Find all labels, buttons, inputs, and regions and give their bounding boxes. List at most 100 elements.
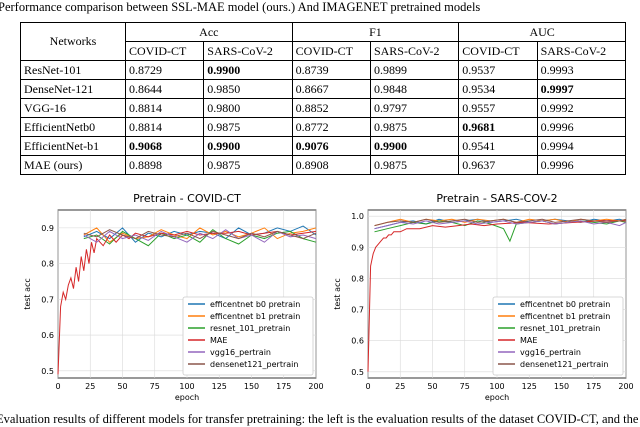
networks-header: Networks — [20, 22, 126, 61]
covid-ct-chart: Pretrain - COVID-CT 0 25 50 75 100 125 150 175 20… — [23, 192, 324, 402]
legend-label: resnet_101_pretrain — [520, 324, 600, 333]
dataset-header: COVID-CT — [124, 41, 205, 61]
table-cell: 0.9800 — [203, 98, 293, 118]
table-cell: 0.9875 — [369, 117, 460, 137]
table-cell: 0.9850 — [203, 79, 293, 99]
table-cell: 0.9994 — [536, 136, 627, 156]
y-tick-label: 0.8 — [351, 274, 364, 283]
legend-label: efficentnet b1 pretrain — [520, 312, 610, 321]
y-tick-label: 0.6 — [351, 337, 364, 346]
y-tick-label: 0.8 — [41, 260, 54, 269]
series-line — [83, 229, 317, 247]
network-name: MAE (ours) — [20, 155, 126, 175]
y-tick-label: 0.5 — [351, 368, 364, 377]
series-line — [83, 227, 317, 243]
y-tick-label: 0.5 — [41, 367, 54, 376]
series-line — [83, 225, 317, 243]
table-cell: 0.8667 — [291, 79, 371, 99]
sars-cov-2-chart: Pretrain - SARS-COV-2 0 25 50 75 100 125 150 175… — [333, 192, 634, 402]
y-tick-label: 0.7 — [41, 295, 54, 304]
y-tick-label: 0.9 — [41, 224, 54, 233]
x-tick-label: 50 — [117, 382, 127, 391]
x-tick-label: 50 — [427, 382, 437, 391]
group-header-f1: F1 — [291, 22, 460, 42]
table-cell: 0.9993 — [536, 60, 627, 80]
table-cell: 0.9848 — [369, 79, 460, 99]
legend-label: MAE — [520, 336, 537, 345]
x-tick-label: 75 — [150, 382, 160, 391]
table-row: MAE (ours) 0.8898 0.9875 0.8908 0.9875 0… — [20, 155, 627, 175]
y-axis-label: test acc — [333, 278, 342, 310]
x-axis-label: epoch — [485, 393, 509, 402]
y-tick-label: 0.7 — [351, 306, 364, 315]
table-cell: 0.9875 — [203, 117, 293, 137]
chart-title: Pretrain - SARS-COV-2 — [436, 192, 557, 205]
table-cell: 0.9900 — [369, 136, 460, 156]
table-cell: 0.8908 — [291, 155, 371, 175]
table-cell: 0.9068 — [124, 136, 205, 156]
x-tick-label: 200 — [618, 382, 633, 391]
x-tick-label: 0 — [365, 382, 370, 391]
table-cell: 0.8814 — [124, 98, 205, 118]
table-cell: 0.9997 — [536, 79, 627, 99]
table-cell: 0.9996 — [536, 117, 627, 137]
table-cell: 0.8644 — [124, 79, 205, 99]
network-name: DenseNet-121 — [20, 79, 126, 99]
legend-label: vgg16_pertrain — [210, 348, 271, 357]
network-name: ResNet-101 — [20, 60, 126, 80]
y-tick-label: 0.6 — [41, 331, 54, 340]
table-cell: 0.9992 — [536, 98, 627, 118]
x-tick-label: 25 — [395, 382, 405, 391]
dataset-header: SARS-CoV-2 — [369, 41, 460, 61]
table-cell: 0.8852 — [291, 98, 371, 118]
x-tick-label: 0 — [55, 382, 60, 391]
table-cell: 0.9541 — [458, 136, 538, 156]
y-tick-label: 0.9 — [351, 243, 364, 252]
series-line — [374, 218, 627, 227]
x-tick-label: 150 — [244, 382, 259, 391]
table-subheader-row: COVID-CT SARS-CoV-2 COVID-CT SARS-CoV-2 … — [21, 41, 627, 61]
dataset-header: COVID-CT — [291, 41, 371, 61]
table-cell: 0.8898 — [124, 155, 205, 175]
group-header-auc: AUC — [458, 22, 626, 42]
network-name: EfficientNet-b1 — [20, 136, 126, 156]
series-line — [83, 229, 317, 240]
chart-title: Pretrain - COVID-CT — [133, 192, 241, 205]
dataset-header: SARS-CoV-2 — [203, 41, 293, 61]
table-cell: 0.9637 — [458, 155, 538, 175]
table-cell: 0.9875 — [203, 155, 293, 175]
x-tick-label: 125 — [522, 382, 537, 391]
x-tick-label: 200 — [308, 382, 323, 391]
x-tick-label: 75 — [460, 382, 470, 391]
legend-label: MAE — [210, 336, 227, 345]
legend-label: efficentnet b1 pretrain — [210, 312, 300, 321]
x-tick-label: 25 — [85, 382, 95, 391]
figure-caption: Evaluation results of different models f… — [0, 412, 639, 426]
x-tick-label: 175 — [586, 382, 601, 391]
table-cell: 0.9534 — [458, 79, 538, 99]
series-line — [367, 220, 626, 372]
table-cell: 0.8729 — [124, 60, 205, 80]
table-cell: 0.9996 — [536, 155, 627, 175]
network-name: VGG-16 — [20, 98, 126, 118]
table-cell: 0.9076 — [291, 136, 371, 156]
table-cell: 0.8814 — [124, 117, 205, 137]
x-tick-label: 150 — [554, 382, 569, 391]
table-cell: 0.9681 — [458, 117, 538, 137]
dataset-header: COVID-CT — [458, 41, 538, 61]
group-header-acc: Acc — [125, 22, 293, 42]
x-tick-label: 125 — [212, 382, 227, 391]
table-row: ResNet-101 0.8729 0.9900 0.8739 0.9899 0… — [20, 60, 627, 80]
legend-label: densenet121_pertrain — [520, 360, 608, 369]
network-name: EfficientNetb0 — [20, 117, 126, 137]
table-cell: 0.9875 — [369, 155, 460, 175]
table-row: DenseNet-121 0.8644 0.9850 0.8667 0.9848… — [20, 79, 627, 99]
legend-label: densenet121_pertrain — [210, 360, 298, 369]
table-cell: 0.9900 — [203, 136, 293, 156]
legend-box — [182, 296, 314, 376]
x-tick-label: 175 — [276, 382, 291, 391]
table-row: EfficientNetb0 0.8814 0.9875 0.8772 0.98… — [20, 117, 627, 137]
table-row: VGG-16 0.8814 0.9800 0.8852 0.9797 0.955… — [20, 98, 627, 118]
legend-label: efficentnet b0 pretrain — [520, 300, 610, 309]
table-cell: 0.9797 — [369, 98, 460, 118]
